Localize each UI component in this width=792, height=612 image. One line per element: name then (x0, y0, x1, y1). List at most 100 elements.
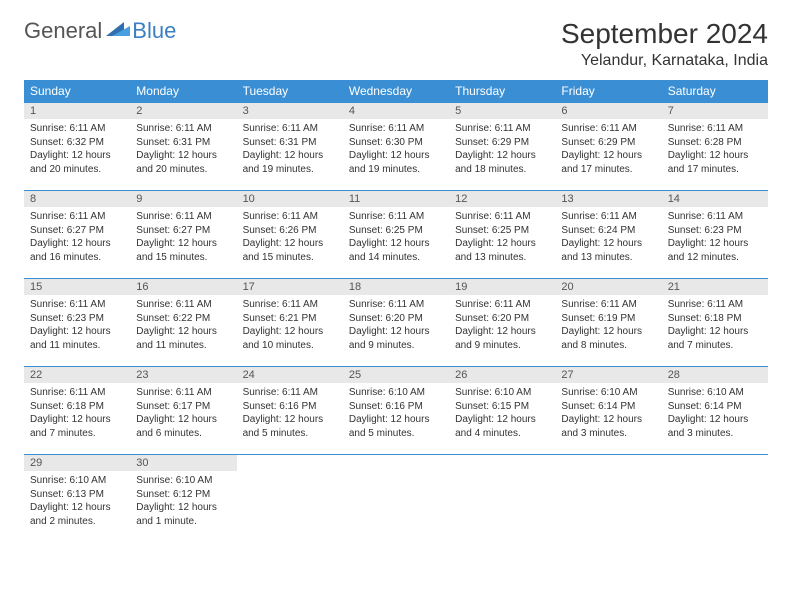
weekday-header: Sunday (24, 80, 130, 103)
day-content: Sunrise: 6:11 AMSunset: 6:27 PMDaylight:… (130, 207, 236, 270)
header: General Blue September 2024 Yelandur, Ka… (24, 18, 768, 70)
calendar-cell: 1Sunrise: 6:11 AMSunset: 6:32 PMDaylight… (24, 103, 130, 191)
day-content: Sunrise: 6:11 AMSunset: 6:21 PMDaylight:… (237, 295, 343, 358)
weekday-header-row: Sunday Monday Tuesday Wednesday Thursday… (24, 80, 768, 103)
weekday-header: Thursday (449, 80, 555, 103)
calendar-cell: 7Sunrise: 6:11 AMSunset: 6:28 PMDaylight… (662, 103, 768, 191)
title-block: September 2024 Yelandur, Karnataka, Indi… (561, 18, 768, 70)
calendar-cell: 14Sunrise: 6:11 AMSunset: 6:23 PMDayligh… (662, 191, 768, 279)
calendar-cell: 18Sunrise: 6:11 AMSunset: 6:20 PMDayligh… (343, 279, 449, 367)
day-number: 24 (237, 367, 343, 383)
day-number: 27 (555, 367, 661, 383)
day-content: Sunrise: 6:10 AMSunset: 6:16 PMDaylight:… (343, 383, 449, 446)
day-number: 15 (24, 279, 130, 295)
day-number: 19 (449, 279, 555, 295)
day-number: 16 (130, 279, 236, 295)
day-number: 5 (449, 103, 555, 119)
calendar-week-row: 1Sunrise: 6:11 AMSunset: 6:32 PMDaylight… (24, 103, 768, 191)
calendar-cell: 28Sunrise: 6:10 AMSunset: 6:14 PMDayligh… (662, 367, 768, 455)
calendar-table: Sunday Monday Tuesday Wednesday Thursday… (24, 80, 768, 543)
day-content: Sunrise: 6:11 AMSunset: 6:24 PMDaylight:… (555, 207, 661, 270)
day-content: Sunrise: 6:11 AMSunset: 6:27 PMDaylight:… (24, 207, 130, 270)
day-number: 25 (343, 367, 449, 383)
calendar-cell: 11Sunrise: 6:11 AMSunset: 6:25 PMDayligh… (343, 191, 449, 279)
calendar-cell: 20Sunrise: 6:11 AMSunset: 6:19 PMDayligh… (555, 279, 661, 367)
day-content: Sunrise: 6:11 AMSunset: 6:32 PMDaylight:… (24, 119, 130, 182)
calendar-cell: 30Sunrise: 6:10 AMSunset: 6:12 PMDayligh… (130, 455, 236, 543)
calendar-week-row: 29Sunrise: 6:10 AMSunset: 6:13 PMDayligh… (24, 455, 768, 543)
day-content: Sunrise: 6:11 AMSunset: 6:18 PMDaylight:… (24, 383, 130, 446)
day-content: Sunrise: 6:11 AMSunset: 6:18 PMDaylight:… (662, 295, 768, 358)
day-content: Sunrise: 6:11 AMSunset: 6:20 PMDaylight:… (449, 295, 555, 358)
calendar-cell (343, 455, 449, 543)
calendar-cell (555, 455, 661, 543)
day-content: Sunrise: 6:10 AMSunset: 6:14 PMDaylight:… (662, 383, 768, 446)
day-content: Sunrise: 6:11 AMSunset: 6:17 PMDaylight:… (130, 383, 236, 446)
day-content: Sunrise: 6:11 AMSunset: 6:26 PMDaylight:… (237, 207, 343, 270)
day-number: 11 (343, 191, 449, 207)
day-number: 29 (24, 455, 130, 471)
calendar-cell: 3Sunrise: 6:11 AMSunset: 6:31 PMDaylight… (237, 103, 343, 191)
calendar-cell: 13Sunrise: 6:11 AMSunset: 6:24 PMDayligh… (555, 191, 661, 279)
day-content: Sunrise: 6:11 AMSunset: 6:20 PMDaylight:… (343, 295, 449, 358)
day-number: 26 (449, 367, 555, 383)
day-content: Sunrise: 6:11 AMSunset: 6:30 PMDaylight:… (343, 119, 449, 182)
calendar-cell: 26Sunrise: 6:10 AMSunset: 6:15 PMDayligh… (449, 367, 555, 455)
calendar-cell: 23Sunrise: 6:11 AMSunset: 6:17 PMDayligh… (130, 367, 236, 455)
day-number: 10 (237, 191, 343, 207)
logo-mark-icon (106, 20, 130, 43)
location: Yelandur, Karnataka, India (561, 52, 768, 70)
calendar-cell: 12Sunrise: 6:11 AMSunset: 6:25 PMDayligh… (449, 191, 555, 279)
calendar-cell: 15Sunrise: 6:11 AMSunset: 6:23 PMDayligh… (24, 279, 130, 367)
day-number: 18 (343, 279, 449, 295)
weekday-header: Saturday (662, 80, 768, 103)
day-number: 14 (662, 191, 768, 207)
day-number: 30 (130, 455, 236, 471)
calendar-cell: 8Sunrise: 6:11 AMSunset: 6:27 PMDaylight… (24, 191, 130, 279)
weekday-header: Friday (555, 80, 661, 103)
logo-text-blue: Blue (132, 18, 176, 43)
day-content: Sunrise: 6:11 AMSunset: 6:23 PMDaylight:… (662, 207, 768, 270)
calendar-week-row: 8Sunrise: 6:11 AMSunset: 6:27 PMDaylight… (24, 191, 768, 279)
logo: General Blue (24, 18, 176, 44)
day-content: Sunrise: 6:11 AMSunset: 6:29 PMDaylight:… (555, 119, 661, 182)
day-content: Sunrise: 6:11 AMSunset: 6:23 PMDaylight:… (24, 295, 130, 358)
calendar-cell: 29Sunrise: 6:10 AMSunset: 6:13 PMDayligh… (24, 455, 130, 543)
weekday-header: Wednesday (343, 80, 449, 103)
calendar-cell: 24Sunrise: 6:11 AMSunset: 6:16 PMDayligh… (237, 367, 343, 455)
calendar-cell: 5Sunrise: 6:11 AMSunset: 6:29 PMDaylight… (449, 103, 555, 191)
day-number: 8 (24, 191, 130, 207)
calendar-week-row: 15Sunrise: 6:11 AMSunset: 6:23 PMDayligh… (24, 279, 768, 367)
day-number: 28 (662, 367, 768, 383)
calendar-week-row: 22Sunrise: 6:11 AMSunset: 6:18 PMDayligh… (24, 367, 768, 455)
day-number: 7 (662, 103, 768, 119)
calendar-cell: 2Sunrise: 6:11 AMSunset: 6:31 PMDaylight… (130, 103, 236, 191)
day-content: Sunrise: 6:11 AMSunset: 6:25 PMDaylight:… (449, 207, 555, 270)
calendar-cell: 4Sunrise: 6:11 AMSunset: 6:30 PMDaylight… (343, 103, 449, 191)
calendar-cell: 16Sunrise: 6:11 AMSunset: 6:22 PMDayligh… (130, 279, 236, 367)
calendar-cell (449, 455, 555, 543)
day-content: Sunrise: 6:11 AMSunset: 6:28 PMDaylight:… (662, 119, 768, 182)
day-number: 1 (24, 103, 130, 119)
calendar-cell: 19Sunrise: 6:11 AMSunset: 6:20 PMDayligh… (449, 279, 555, 367)
day-content: Sunrise: 6:11 AMSunset: 6:16 PMDaylight:… (237, 383, 343, 446)
day-content: Sunrise: 6:11 AMSunset: 6:31 PMDaylight:… (130, 119, 236, 182)
calendar-cell: 6Sunrise: 6:11 AMSunset: 6:29 PMDaylight… (555, 103, 661, 191)
calendar-cell: 25Sunrise: 6:10 AMSunset: 6:16 PMDayligh… (343, 367, 449, 455)
calendar-cell: 21Sunrise: 6:11 AMSunset: 6:18 PMDayligh… (662, 279, 768, 367)
calendar-cell (662, 455, 768, 543)
calendar-cell: 10Sunrise: 6:11 AMSunset: 6:26 PMDayligh… (237, 191, 343, 279)
day-number: 20 (555, 279, 661, 295)
day-content: Sunrise: 6:10 AMSunset: 6:15 PMDaylight:… (449, 383, 555, 446)
day-content: Sunrise: 6:11 AMSunset: 6:19 PMDaylight:… (555, 295, 661, 358)
day-number: 6 (555, 103, 661, 119)
weekday-header: Tuesday (237, 80, 343, 103)
day-number: 3 (237, 103, 343, 119)
logo-text-general: General (24, 18, 102, 44)
calendar-cell: 22Sunrise: 6:11 AMSunset: 6:18 PMDayligh… (24, 367, 130, 455)
month-title: September 2024 (561, 18, 768, 50)
day-content: Sunrise: 6:10 AMSunset: 6:14 PMDaylight:… (555, 383, 661, 446)
day-content: Sunrise: 6:10 AMSunset: 6:13 PMDaylight:… (24, 471, 130, 534)
day-content: Sunrise: 6:11 AMSunset: 6:29 PMDaylight:… (449, 119, 555, 182)
day-content: Sunrise: 6:10 AMSunset: 6:12 PMDaylight:… (130, 471, 236, 534)
